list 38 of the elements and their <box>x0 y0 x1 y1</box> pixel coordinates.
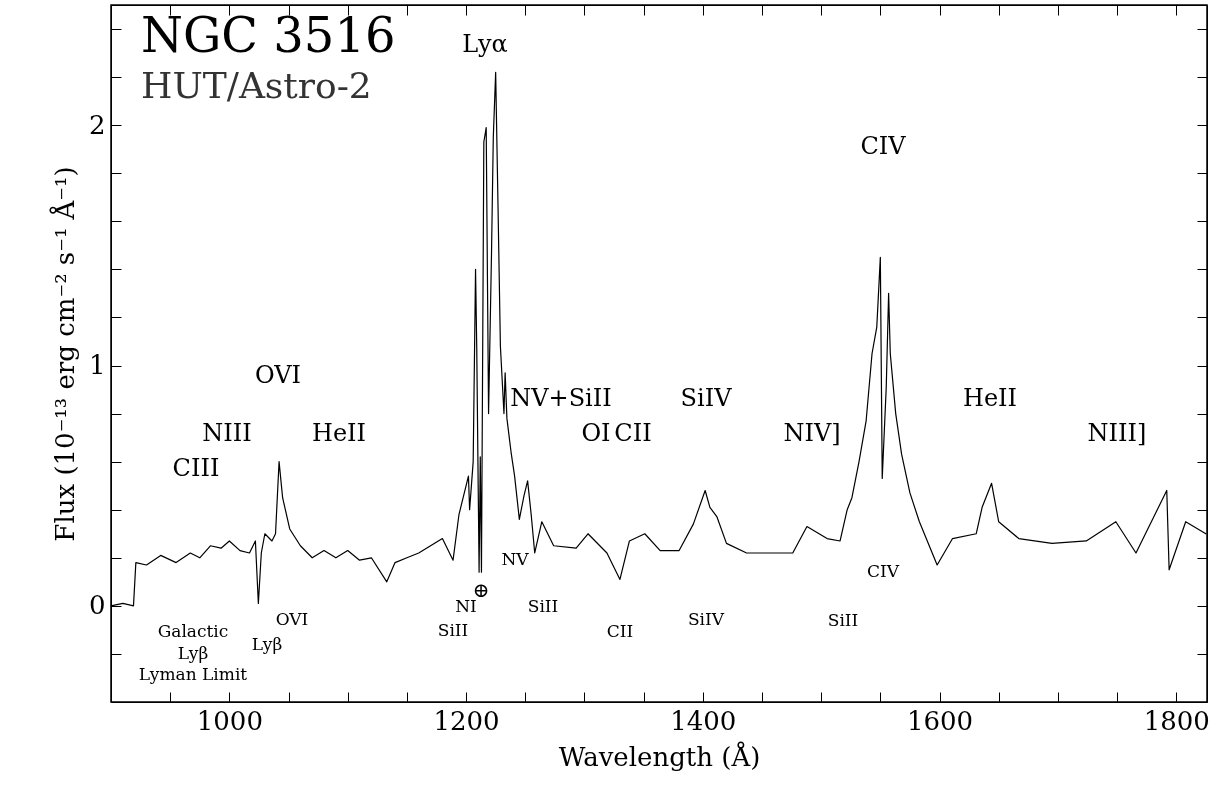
annotation: HeII <box>962 384 1018 412</box>
x-tick-label: 1800 <box>1143 705 1209 736</box>
annotation: OI <box>581 419 611 447</box>
annotation: HeII <box>311 419 367 447</box>
annotation: Lyα <box>462 30 508 58</box>
annotation: Galactic <box>157 621 229 641</box>
annotation: SiII <box>527 596 559 616</box>
annotation: Lyβ <box>251 634 283 654</box>
annotation: SiII <box>437 620 469 640</box>
annotation: OVI <box>254 361 302 389</box>
annotation: NIII <box>202 419 252 447</box>
annotation: CII <box>606 621 634 641</box>
y-tick-label: 0 <box>88 590 106 621</box>
annotation: NIII] <box>1087 419 1147 447</box>
chart-title: NGC 3516 <box>141 6 396 63</box>
annotation: NV+SiII <box>510 384 612 412</box>
y-tick-label: 1 <box>88 350 106 381</box>
annotation: Lyβ <box>177 643 209 663</box>
annotation: Lyman Limit <box>138 664 248 684</box>
annotation: CII <box>614 419 652 447</box>
y-tick-label: 2 <box>88 109 106 140</box>
x-tick-label: 1600 <box>906 705 974 736</box>
annotation: CIII <box>172 454 220 482</box>
annotation: SiIV <box>687 609 725 629</box>
annotation: NIV] <box>783 419 841 447</box>
annotation: SiIV <box>680 384 733 412</box>
x-tick-label: 1200 <box>433 705 500 736</box>
annotation: CIV <box>867 561 900 581</box>
y-axis-title: Flux (10⁻¹³ erg cm⁻² s⁻¹ Å⁻¹) <box>48 166 80 542</box>
annotation: NV <box>501 549 530 569</box>
text: HUT/Astro-2 <box>141 64 372 106</box>
x-tick-label: 1400 <box>670 705 737 736</box>
x-tick-label: 1000 <box>196 705 263 736</box>
annotation: SiII <box>827 610 859 630</box>
annotation: OVI <box>275 609 309 629</box>
x-axis-title: Wavelength (Å) <box>558 740 761 772</box>
annotation: CIV <box>860 132 907 160</box>
annotation: NI <box>455 596 477 616</box>
